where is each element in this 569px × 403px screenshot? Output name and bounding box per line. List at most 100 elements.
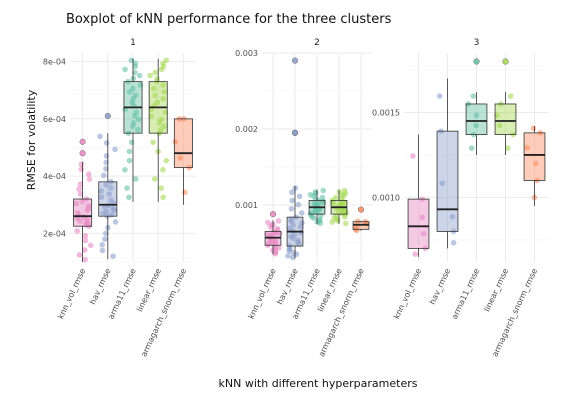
iqr-box [98, 181, 118, 217]
outlier-point [269, 211, 277, 218]
data-point [82, 237, 89, 244]
data-point [436, 93, 443, 99]
data-point [470, 93, 477, 99]
iqr-box [523, 132, 546, 181]
box-armagarch_snorm_rmse [172, 116, 193, 205]
data-point [77, 181, 84, 187]
data-point [103, 208, 110, 215]
y-tick-label: 0.001 [235, 201, 258, 210]
data-point [412, 251, 418, 257]
data-point [286, 225, 293, 232]
data-point [320, 187, 327, 194]
iqr-box [407, 198, 430, 249]
data-point [103, 182, 109, 188]
data-point [85, 203, 92, 209]
data-point [86, 176, 93, 182]
data-point [274, 225, 281, 232]
panel-2: 0.0010.0020.0032knn_vol_rmsehav_rmsearma… [235, 38, 372, 358]
data-point [288, 206, 295, 212]
data-point [341, 187, 348, 194]
data-point [126, 157, 133, 164]
y-tick-label: 8e-04 [43, 58, 66, 67]
data-point [99, 242, 106, 248]
data-point [163, 157, 170, 164]
box-hav_rmse [97, 112, 119, 260]
data-point [126, 194, 132, 201]
x-tick-label: knn_vol_rmse [56, 267, 87, 320]
data-point [100, 172, 107, 179]
data-point [77, 191, 84, 197]
box-linear_rmse [147, 57, 170, 202]
x-tick-label: linear_rmse [482, 267, 510, 313]
box-arma11_rmse [122, 57, 144, 202]
iqr-box [494, 103, 517, 135]
panel-strip-label: 2 [314, 38, 320, 48]
data-point [78, 161, 85, 168]
data-point [124, 185, 130, 191]
data-point [110, 253, 116, 260]
iqr-box [73, 198, 93, 227]
x-tick-label: armagarch_snorm_rmse [139, 267, 188, 358]
box-knn_vol_rmse [407, 134, 430, 257]
data-point [162, 109, 169, 116]
data-point [103, 140, 110, 146]
data-point [73, 200, 80, 207]
data-point [275, 218, 282, 224]
data-point [285, 252, 291, 259]
data-point [108, 197, 114, 203]
data-point [473, 112, 480, 119]
data-point [132, 60, 139, 67]
data-point [354, 218, 361, 225]
data-point [312, 189, 319, 195]
panel-3: 0.0010 0.0015 3 knn_vol_rmse hav_rmsearma11_… [372, 38, 549, 358]
panel-1: 2e-04 4e-04 6e-04 8e-04 1 knn_vol_rmse hav_rms… [43, 38, 196, 358]
data-point [265, 219, 271, 226]
y-tick-label: 0.002 [235, 125, 258, 134]
x-tick-label: hav_rmse [275, 267, 300, 306]
data-point [439, 180, 446, 187]
data-point [524, 144, 531, 151]
data-point [450, 239, 457, 246]
data-point [289, 254, 296, 261]
data-point [122, 66, 128, 73]
data-point [505, 145, 511, 151]
x-tick-label: arma11_rmse [106, 267, 137, 321]
data-point [264, 232, 271, 238]
y-tick-label: 4e-04 [43, 172, 66, 181]
iqr-box [436, 130, 459, 232]
data-point [130, 85, 136, 92]
x-axis-title: kNN with different hyperparameters [219, 377, 418, 390]
data-point [102, 230, 109, 237]
data-point [419, 214, 426, 221]
box-knn_vol_rmse [73, 138, 94, 263]
data-point [122, 167, 128, 173]
data-point [289, 197, 296, 204]
box-hav_rmse [436, 78, 459, 249]
data-point [87, 242, 94, 249]
chart-title: Boxplot of kNN performance for the three… [66, 12, 392, 27]
x-tick-label: hav_rmse [88, 267, 113, 306]
data-point [112, 219, 119, 225]
data-point [97, 133, 103, 140]
data-point [106, 191, 113, 197]
data-point [102, 236, 108, 242]
y-tick-label: 2e-04 [43, 229, 66, 238]
data-point [158, 116, 165, 123]
iqr-box [465, 103, 488, 135]
data-point [530, 125, 537, 132]
y-tick-label: 0.0015 [372, 108, 400, 117]
data-point [307, 191, 314, 198]
outlier-point [291, 57, 299, 64]
y-tick-label: 0.003 [235, 49, 258, 58]
y-axis-title: RMSE for volatility [25, 89, 38, 190]
data-point [76, 252, 83, 258]
data-point [494, 112, 500, 119]
data-point [108, 185, 114, 191]
data-point [98, 188, 104, 194]
x-tick-label: knn_vol_rmse [247, 267, 278, 320]
x-tick-label: arma11_rmse [450, 267, 481, 321]
data-point [103, 153, 110, 159]
data-point [98, 194, 105, 200]
data-point [319, 194, 326, 201]
data-point [148, 113, 155, 119]
